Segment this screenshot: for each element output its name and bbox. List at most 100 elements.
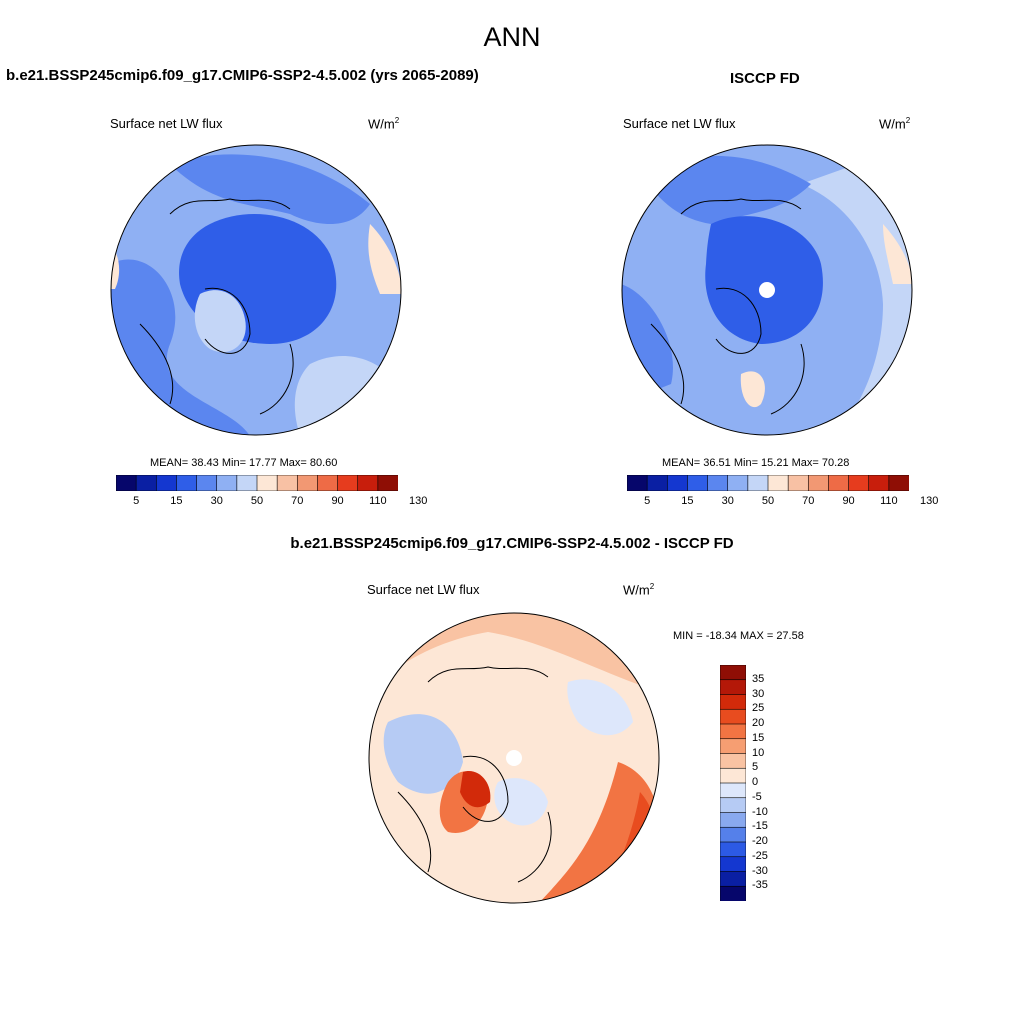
panel2-coastline [650, 198, 805, 415]
colorbar-swatch [720, 767, 746, 784]
colorbar-swatch [720, 694, 746, 710]
colorbar-swatch [135, 475, 157, 491]
colorbar-swatch [666, 475, 689, 491]
colorbar-swatch [707, 475, 729, 491]
panel1-map-border [110, 144, 402, 436]
colorbar-swatch [720, 841, 746, 858]
colorbar-tick-label: 25 [752, 702, 765, 715]
colorbar-tick-label: 90 [331, 495, 344, 507]
panel2-stats: MEAN= 36.51 Min= 15.21 Max= 70.28 [662, 457, 850, 469]
colorbar-tick-label: -10 [752, 805, 768, 818]
panel2-polar-map [621, 144, 913, 436]
panel3-map-field [460, 771, 491, 808]
colorbar-swatch [296, 475, 319, 491]
colorbar-tick-label: 30 [752, 687, 765, 700]
panel1-map-field [194, 290, 246, 353]
colorbar-tick-label: 90 [842, 495, 855, 507]
panel3-units: W/m2 [623, 582, 655, 598]
panel2-map-field [740, 371, 765, 408]
colorbar-swatch [236, 475, 258, 491]
colorbar-tick-label: 30 [210, 495, 223, 507]
panel3-title: b.e21.BSSP245cmip6.f09_g17.CMIP6-SSP2-4.… [290, 535, 734, 552]
colorbar-swatch [720, 738, 746, 755]
colorbar-tick-label: 130 [408, 495, 428, 507]
panel2-map-field [705, 216, 823, 344]
colorbar-swatch [888, 475, 909, 491]
colorbar-swatch [720, 826, 746, 843]
colorbar-swatch [720, 782, 746, 799]
panel1-variable-label: Surface net LW flux [110, 116, 223, 131]
colorbar-swatch [720, 812, 746, 828]
colorbar-swatch [337, 475, 359, 491]
colorbar-swatch [848, 475, 870, 491]
colorbar-tick-label: 50 [761, 495, 775, 507]
panel1-colorbar [116, 475, 398, 491]
colorbar-tick-label: 20 [752, 717, 765, 729]
colorbar-tick-label: 70 [291, 495, 304, 507]
panel1-colorbar-ticks: 5 15 30 50 70 90 110 130 [100, 495, 427, 511]
panel3-coastline [397, 666, 552, 883]
colorbar-tick-label: 5 [752, 761, 759, 774]
panel3-colorbar [720, 665, 746, 901]
colorbar-swatch [720, 708, 746, 725]
colorbar-tick-label: -5 [752, 790, 762, 803]
panel3-variable-label: Surface net LW flux [367, 582, 480, 597]
panel3-pole-missing-data [506, 750, 522, 766]
panel1-map-field [368, 224, 401, 294]
colorbar-swatch [720, 797, 746, 814]
colorbar-tick-label: 130 [919, 495, 939, 507]
panel3-map-border [368, 612, 660, 904]
colorbar-swatch [377, 475, 398, 491]
panel2-colorbar [627, 475, 909, 491]
colorbar-swatch [720, 753, 746, 769]
colorbar-swatch [317, 475, 339, 491]
panel1-polar-map [110, 144, 402, 436]
panel2-variable-label: Surface net LW flux [623, 116, 736, 131]
colorbar-swatch [767, 475, 789, 491]
colorbar-tick-label: -25 [752, 849, 768, 862]
main-title: ANN [483, 22, 541, 52]
panel1-stats: MEAN= 38.43 Min= 17.77 Max= 80.60 [150, 457, 338, 469]
colorbar-tick-label: 110 [880, 495, 898, 507]
colorbar-tick-label: 70 [802, 495, 815, 507]
colorbar-swatch [116, 475, 137, 491]
colorbar-swatch [720, 871, 746, 887]
colorbar-swatch [828, 475, 850, 491]
panel1-coastline [139, 198, 294, 415]
panel1-title: b.e21.BSSP245cmip6.f09_g17.CMIP6-SSP2-4.… [6, 67, 479, 84]
panel1-units: W/m2 [368, 116, 400, 132]
colorbar-swatch [807, 475, 830, 491]
panel2-map-field [801, 145, 912, 435]
colorbar-swatch [216, 475, 238, 491]
colorbar-tick-label: 10 [752, 746, 765, 759]
panel3-map-field [383, 714, 463, 794]
colorbar-tick-label: 15 [170, 495, 183, 507]
panel3-colorbar-ticks: 35 30 25 20 15 10 5 0 -5 -10 -15 -20 -25 -30 -35 [750, 665, 790, 901]
colorbar-tick-label: 15 [681, 495, 694, 507]
panel2-map-field [883, 224, 912, 284]
colorbar-tick-label: 0 [752, 776, 759, 788]
panel2-map-border [621, 144, 913, 436]
panel2-pole-missing-data [759, 282, 775, 298]
colorbar-swatch [276, 475, 298, 491]
colorbar-tick-label: 50 [250, 495, 264, 507]
colorbar-swatch [357, 475, 379, 491]
colorbar-tick-label: 15 [752, 731, 765, 744]
colorbar-swatch [176, 475, 198, 491]
panel3-polar-map [368, 612, 660, 904]
colorbar-swatch [256, 475, 278, 491]
colorbar-swatch [720, 723, 746, 740]
colorbar-swatch [687, 475, 709, 491]
colorbar-swatch [868, 475, 890, 491]
panel2-units: W/m2 [879, 116, 911, 132]
panel3-minmax: MIN = -18.34 MAX = 27.58 [673, 630, 804, 642]
colorbar-tick-label: 5 [133, 495, 140, 507]
colorbar-tick-label: -20 [752, 835, 768, 847]
colorbar-swatch [720, 665, 746, 681]
colorbar-tick-label: -30 [752, 864, 768, 877]
colorbar-swatch [747, 475, 769, 491]
colorbar-swatch [720, 679, 746, 696]
panel3-map-field [494, 778, 548, 826]
panel1-map-field [170, 154, 370, 224]
colorbar-swatch [196, 475, 218, 491]
